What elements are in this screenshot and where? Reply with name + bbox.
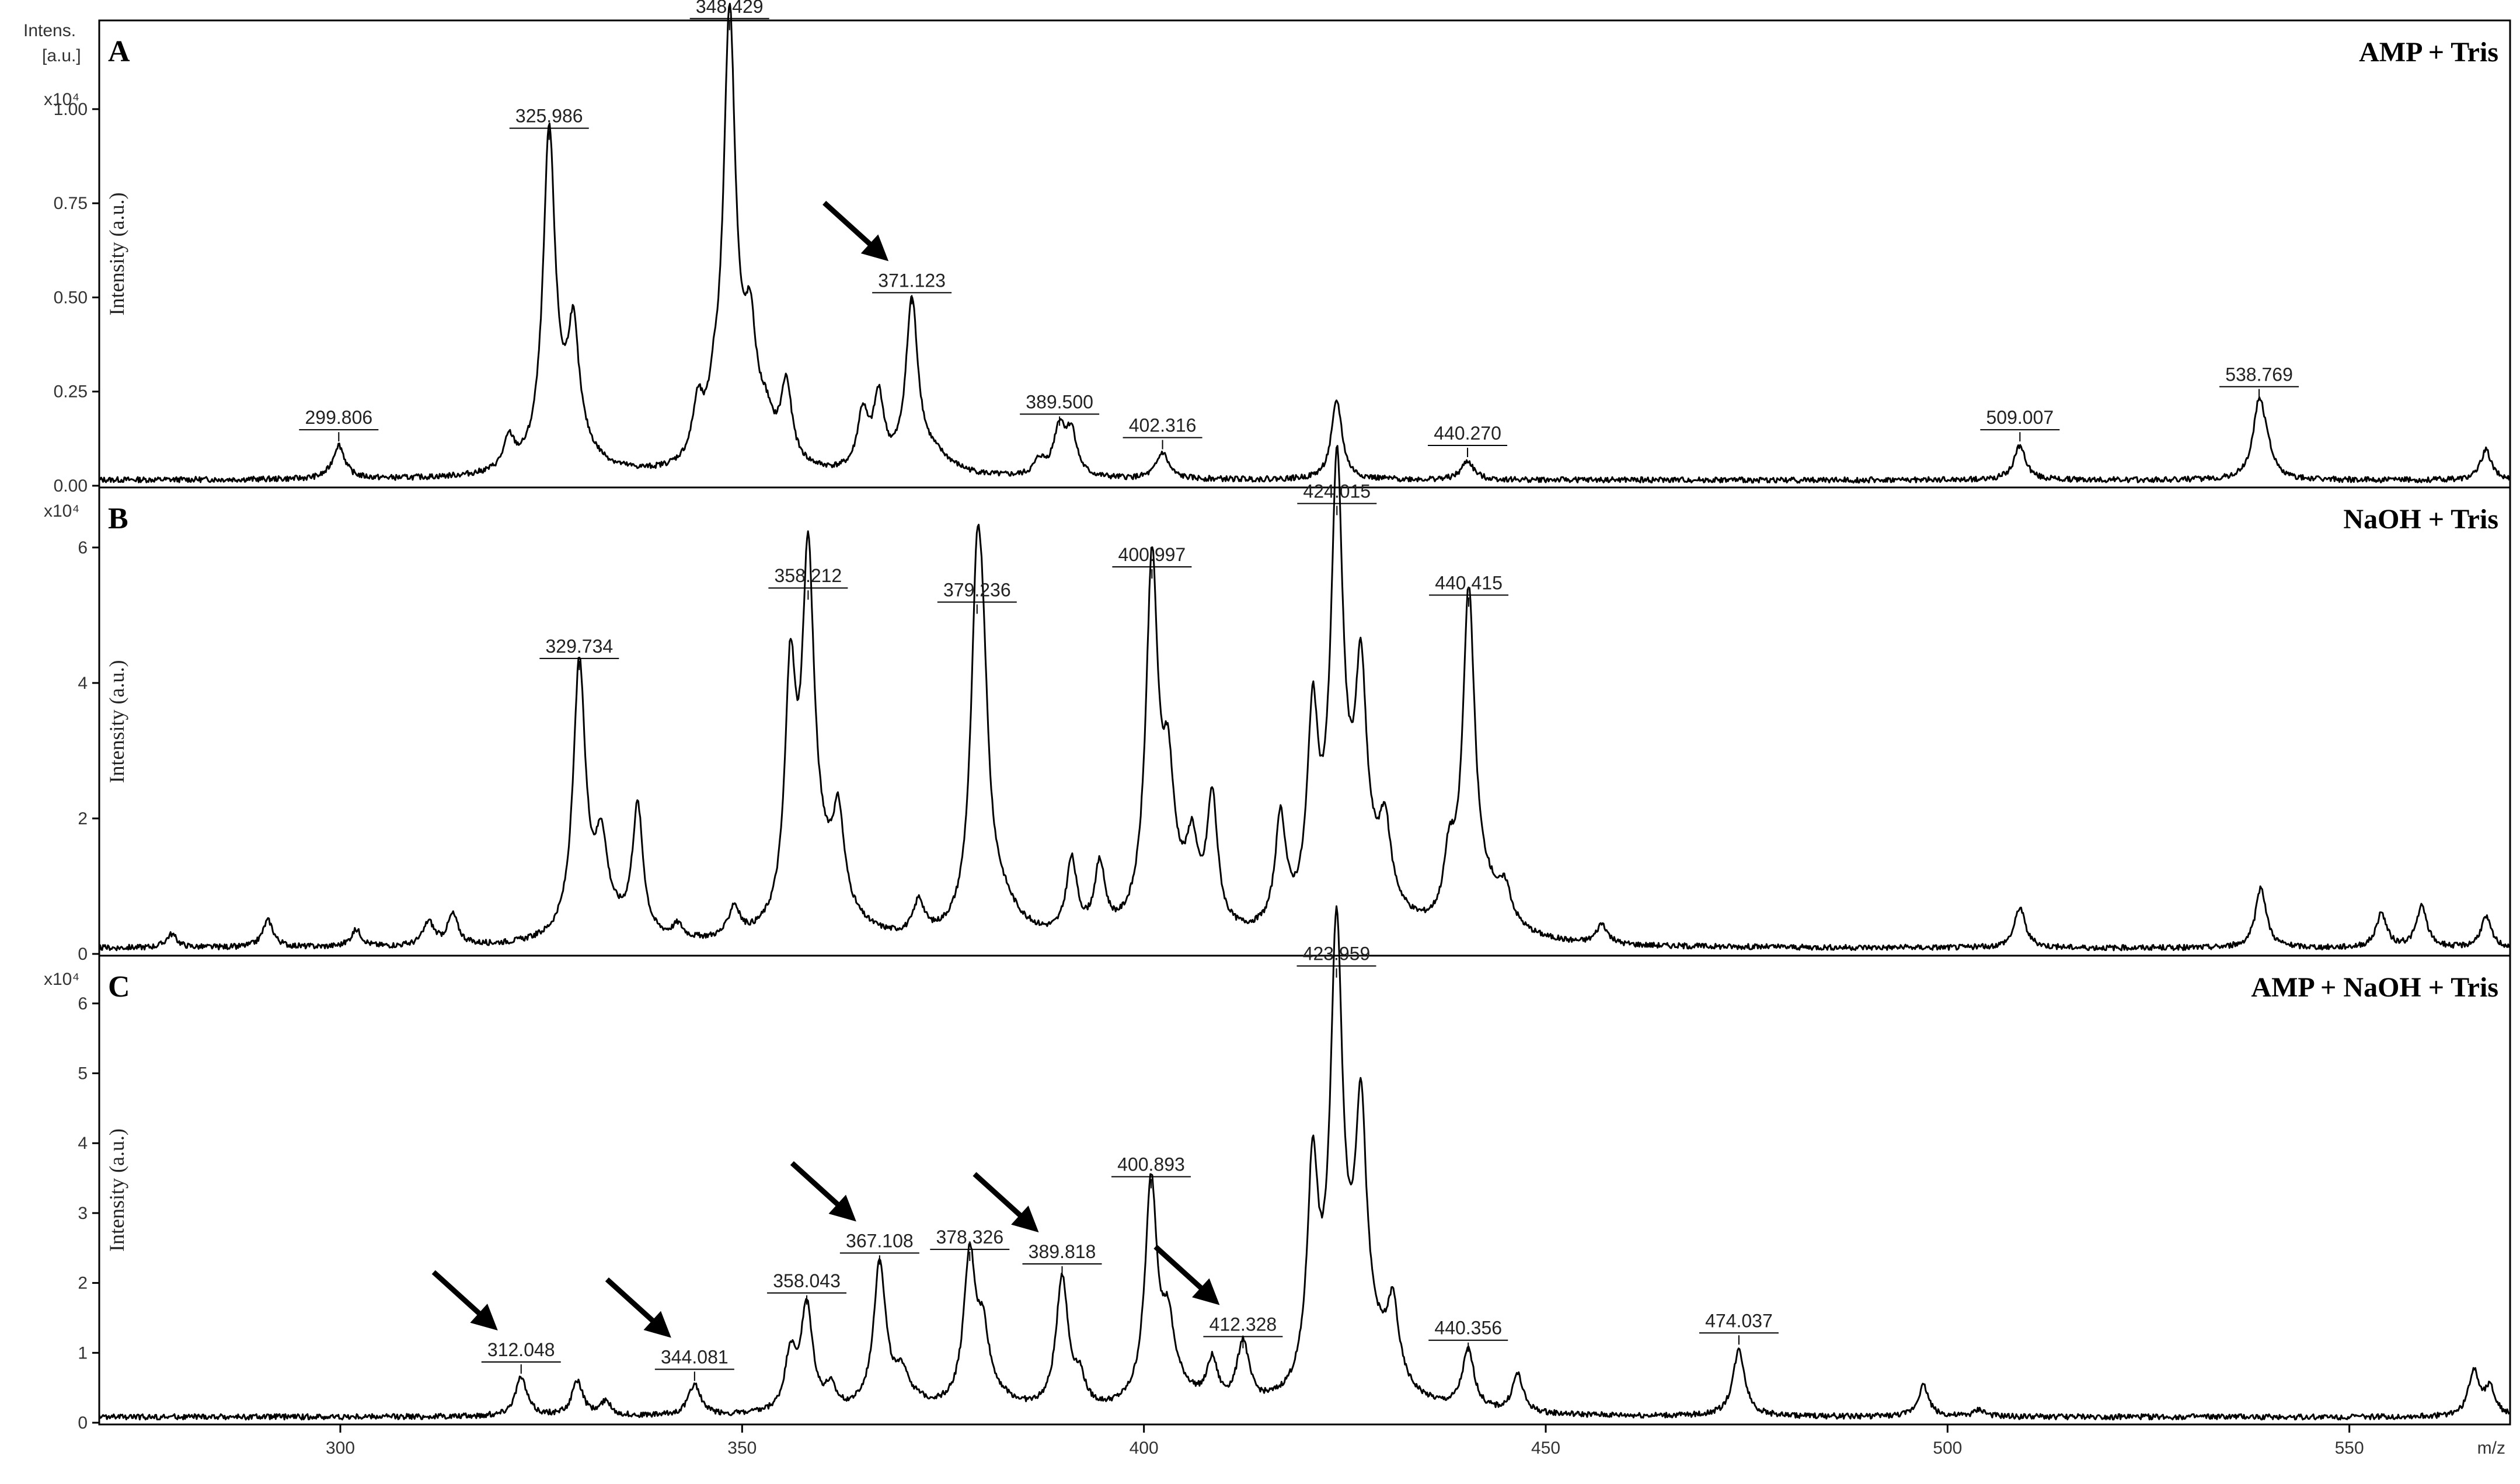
panel-a-ytick-label-1: 0.25 — [54, 382, 88, 402]
panel-b-peak-label-2: 379.236 — [943, 579, 1011, 600]
panel-a-ylabel: Intensity (a.u.) — [105, 193, 128, 316]
panel-a-ytick-label-4: 1.00 — [54, 100, 88, 119]
panel-c-spectrum-line — [98, 905, 2510, 1421]
panel-b-letter: B — [108, 502, 128, 535]
panel-b-peak-label-5: 440.415 — [1435, 572, 1503, 593]
panel-a-peak-label-8: 538.769 — [2225, 364, 2293, 385]
panel-b-ytick-label-3: 6 — [78, 538, 88, 558]
panel-b-ytick-label-1: 2 — [78, 809, 88, 828]
panel-a-peak-label-6: 440.270 — [1434, 423, 1501, 444]
panel-c-ytick-label-5: 5 — [78, 1064, 88, 1084]
panel-c-peak-label-2: 358.043 — [773, 1270, 841, 1291]
panel-c-peak-label-7: 412.328 — [1210, 1314, 1277, 1335]
panel-c-ytick-label-3: 3 — [78, 1204, 88, 1223]
panel-b-condition: NaOH + Tris — [2343, 504, 2498, 535]
panel-a-peak-label-2: 348.429 — [696, 0, 764, 17]
panel-b-y-multiplier: x10⁴ — [44, 501, 79, 521]
panel-c-peak-label-8: 423.959 — [1303, 943, 1371, 964]
panel-b-peak-label-4: 424.015 — [1303, 480, 1371, 501]
panel-b-peak-label-1: 358.212 — [775, 565, 842, 586]
panel-b-spectrum-line — [99, 445, 2510, 952]
panel-c-arrow-head-2 — [828, 1194, 856, 1222]
panel-c-peak-label-0: 312.048 — [487, 1339, 555, 1360]
panel-b-ytick-label-0: 0 — [78, 945, 88, 964]
plot-frame — [98, 19, 2511, 1426]
panel-a-ytick-label-3: 0.75 — [54, 194, 88, 213]
x-axis-label: m/z — [2477, 1438, 2505, 1458]
panel-a-peak-label-3: 371.123 — [878, 270, 946, 291]
panel-a-peak-label-7: 509.007 — [1986, 407, 2054, 428]
panel-a-ytick-label-0: 0.00 — [54, 476, 88, 496]
panel-b-peak-label-0: 329.734 — [546, 636, 614, 657]
x-tick-label-5: 550 — [2335, 1438, 2364, 1458]
au-label: [a.u.] — [42, 46, 81, 65]
panel-c-ylabel: Intensity (a.u.) — [105, 1128, 128, 1252]
panel-c-y-multiplier: x10⁴ — [44, 970, 79, 989]
panel-c-peak-label-5: 389.818 — [1029, 1241, 1096, 1262]
panel-c-letter: C — [108, 970, 130, 1004]
panel-b-ytick-label-2: 4 — [78, 674, 88, 693]
x-tick-label-3: 450 — [1531, 1438, 1560, 1458]
intens-label: Intens. — [23, 21, 76, 40]
x-tick-label-0: 300 — [326, 1438, 355, 1458]
x-tick-label-1: 350 — [727, 1438, 757, 1458]
panel-c-arrow-head-1 — [643, 1311, 671, 1338]
panel-b-ylabel: Intensity (a.u.) — [105, 660, 128, 783]
panel-a-peak-label-4: 389.500 — [1026, 391, 1093, 412]
panel-a-peak-label-0: 299.806 — [305, 407, 372, 428]
panel-c-ytick-label-2: 2 — [78, 1274, 88, 1293]
panel-a-y-multiplier: x10⁴ — [44, 90, 79, 109]
panel-c-peak-label-1: 344.081 — [661, 1347, 729, 1368]
panel-c-arrow-head-4 — [1192, 1278, 1220, 1305]
panel-c-condition: AMP + NaOH + Tris — [2251, 972, 2498, 1003]
panel-a-ytick-label-2: 0.50 — [54, 288, 88, 307]
panel-c-arrow-head-0 — [470, 1304, 498, 1331]
panel-c-peak-label-6: 400.893 — [1117, 1154, 1185, 1175]
panel-c-ytick-label-6: 6 — [78, 994, 88, 1013]
panel-c-ytick-label-4: 4 — [78, 1134, 88, 1153]
panel-a-condition: AMP + Tris — [2359, 37, 2498, 68]
x-tick-label-4: 500 — [1933, 1438, 1962, 1458]
panel-a-peak-label-1: 325.986 — [515, 106, 583, 127]
panel-c-ytick-label-1: 1 — [78, 1343, 88, 1363]
panel-a-arrow-head-1 — [860, 234, 889, 262]
panel-c-ytick-label-0: 0 — [78, 1413, 88, 1433]
panel-c-peak-label-9: 440.356 — [1434, 1318, 1502, 1339]
x-tick-label-2: 400 — [1130, 1438, 1159, 1458]
panel-a-spectrum-line — [99, 2, 2510, 484]
panel-c-peak-label-3: 367.108 — [846, 1230, 914, 1251]
panel-c-peak-label-4: 378.326 — [936, 1227, 1003, 1248]
panel-b-peak-label-3: 400.997 — [1118, 544, 1186, 565]
panel-c-arrow-head-3 — [1011, 1206, 1039, 1232]
panel-c-peak-label-10: 474.037 — [1705, 1310, 1773, 1331]
panel-a-peak-label-5: 402.316 — [1129, 415, 1197, 436]
panel-a-letter: A — [108, 35, 130, 68]
